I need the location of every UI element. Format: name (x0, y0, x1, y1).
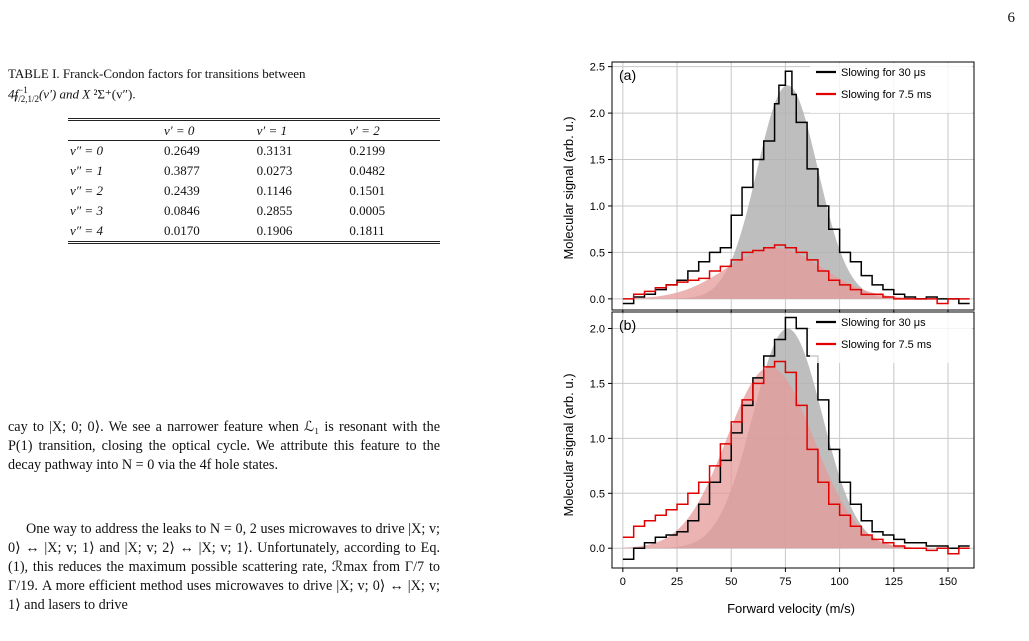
table-cell: 0.3877 (164, 163, 200, 178)
y-tick-label: 1.0 (590, 201, 605, 213)
y-tick-label: 0.0 (590, 543, 605, 555)
panel-a: 0.0 0.5 1.0 1.5 2.0 2.5 (a) Slowing for 30 μs Sl… (590, 61, 975, 314)
series-line-7-5ms (622, 360, 970, 555)
panel-label: (b) (619, 317, 636, 333)
row-label: v″ = 2 (68, 181, 162, 201)
fit-fill-red (622, 247, 964, 299)
table-cell: 0.2855 (256, 203, 293, 218)
plot-frame (611, 61, 975, 311)
table-header-cell: v′ = 0 (162, 119, 255, 141)
table-caption-ion: 4f (8, 86, 19, 102)
x-tick-label: 150 (939, 576, 957, 588)
row-label-text: v″ = 1 (70, 163, 103, 178)
y-tick-label: 1.5 (590, 378, 605, 390)
table-cell: 0.1906 (254, 221, 348, 244)
table-row: v″ = 2 0.2439 0.1146 0.1501 (68, 181, 440, 201)
y-axis-label: Molecular signal (arb. u.) (561, 373, 576, 516)
legend-box (810, 63, 972, 113)
row-label-text: v″ = 4 (70, 223, 103, 238)
table-caption: TABLE I. Franck-Condon factors for trans… (8, 66, 440, 107)
table-header-cell (68, 119, 162, 141)
x-tick-label: 0 (620, 576, 626, 588)
row-label: v″ = 0 (68, 141, 162, 162)
table-header-text: v′ = 1 (256, 122, 288, 138)
table-caption-states: (v′) and X (38, 86, 91, 102)
y-tick-label: 2.0 (590, 108, 605, 120)
table-cell: 0.0273 (256, 163, 293, 178)
table-row: v″ = 0 0.2649 0.3131 0.2199 (68, 141, 440, 162)
plot-frame (611, 311, 975, 569)
page-number: 6 (1007, 10, 1016, 26)
row-label-text: v″ = 0 (70, 143, 103, 158)
y-axis-label: Molecular signal (arb. u.) (561, 116, 576, 259)
table-row: v″ = 4 0.0170 0.1906 0.1811 (68, 221, 440, 244)
series-line-7-5ms (622, 244, 970, 305)
panel-label: (a) (619, 67, 636, 83)
legend-box (810, 313, 972, 363)
table-row: v″ = 1 0.3877 0.0273 0.0482 (68, 161, 440, 181)
table-header-row: v′ = 0 v′ = 1 v′ = 2 (68, 119, 440, 141)
y-tick-label: 2.0 (590, 323, 605, 335)
row-label: v″ = 3 (68, 201, 162, 221)
table-row: v″ = 3 0.0846 0.2855 0.0005 (68, 201, 440, 221)
x-tick-label: 25 (671, 576, 683, 588)
legend-label: Slowing for 7.5 ms (841, 89, 932, 101)
table-header-text: v′ = 2 (349, 122, 380, 138)
table-caption-sub: 7/2,1/2 (13, 93, 39, 104)
table-caption-ground: ²Σ⁺(v″). (93, 86, 136, 102)
table-header-text: v′ = 0 (164, 122, 195, 138)
table-cell: 0.1501 (349, 183, 386, 198)
y-tick-label: 1.0 (590, 433, 605, 445)
y-tick-label: 2.5 (590, 62, 605, 74)
x-tick-label: 100 (830, 576, 848, 588)
y-tick-label: 0.5 (590, 247, 605, 259)
y-tick-label: 1.5 (590, 155, 605, 167)
table-header-cell: v′ = 1 (254, 119, 348, 141)
table-caption-line1: TABLE I. Franck-Condon factors for trans… (8, 66, 306, 81)
y-tick-label: 0.5 (590, 488, 605, 500)
series-line-30us (622, 316, 970, 560)
table-cell: 0.1146 (256, 183, 292, 198)
row-label: v″ = 1 (68, 161, 162, 181)
legend-label: Slowing for 7.5 ms (841, 339, 932, 351)
x-tick-label: 125 (885, 576, 903, 588)
table-cell: 0.1811 (347, 221, 440, 244)
table-cell: 0.0482 (349, 163, 386, 178)
velocity-figure: 0.0 0.5 1.0 1.5 2.0 2.5 (a) Slowing for 30 μs Sl… (561, 61, 975, 616)
table-cell: 0.0005 (349, 203, 386, 218)
table-cell: 0.0170 (162, 221, 255, 244)
table-cell: 0.2439 (164, 183, 200, 198)
table-cell: 0.3131 (256, 143, 293, 158)
legend-label: Slowing for 30 μs (841, 67, 926, 79)
table-cell: 0.2199 (349, 143, 386, 158)
y-tick-label: 0.0 (590, 294, 605, 306)
table-cell: 0.0846 (164, 203, 200, 218)
row-label: v″ = 4 (68, 221, 162, 244)
row-label-text: v″ = 2 (70, 183, 103, 198)
x-tick-label: 50 (725, 576, 737, 588)
table-caption-sup: −1 (18, 85, 28, 95)
legend-label: Slowing for 30 μs (841, 317, 926, 329)
fit-fill-gray (622, 85, 964, 299)
panel-b: 0.0 0.5 1.0 1.5 2.0 0 25 50 75 100 125 150 (b) Slowin… (590, 311, 975, 588)
franck-condon-table: v′ = 0 v′ = 1 v′ = 2 v″ = 0 0.2649 0.313… (68, 118, 440, 244)
fit-fill-red (622, 366, 964, 549)
row-label-text: v″ = 3 (70, 203, 103, 218)
table-header-cell: v′ = 2 (347, 119, 440, 141)
body-paragraph: One way to address the leaks to N = 0, 2… (8, 521, 440, 613)
table-cell: 0.2649 (164, 143, 200, 158)
x-tick-label: 75 (779, 576, 791, 588)
body-paragraph: cay to |X; 0; 0⟩. We see a narrower feat… (8, 419, 440, 473)
x-axis-label: Forward velocity (m/s) (727, 601, 855, 616)
